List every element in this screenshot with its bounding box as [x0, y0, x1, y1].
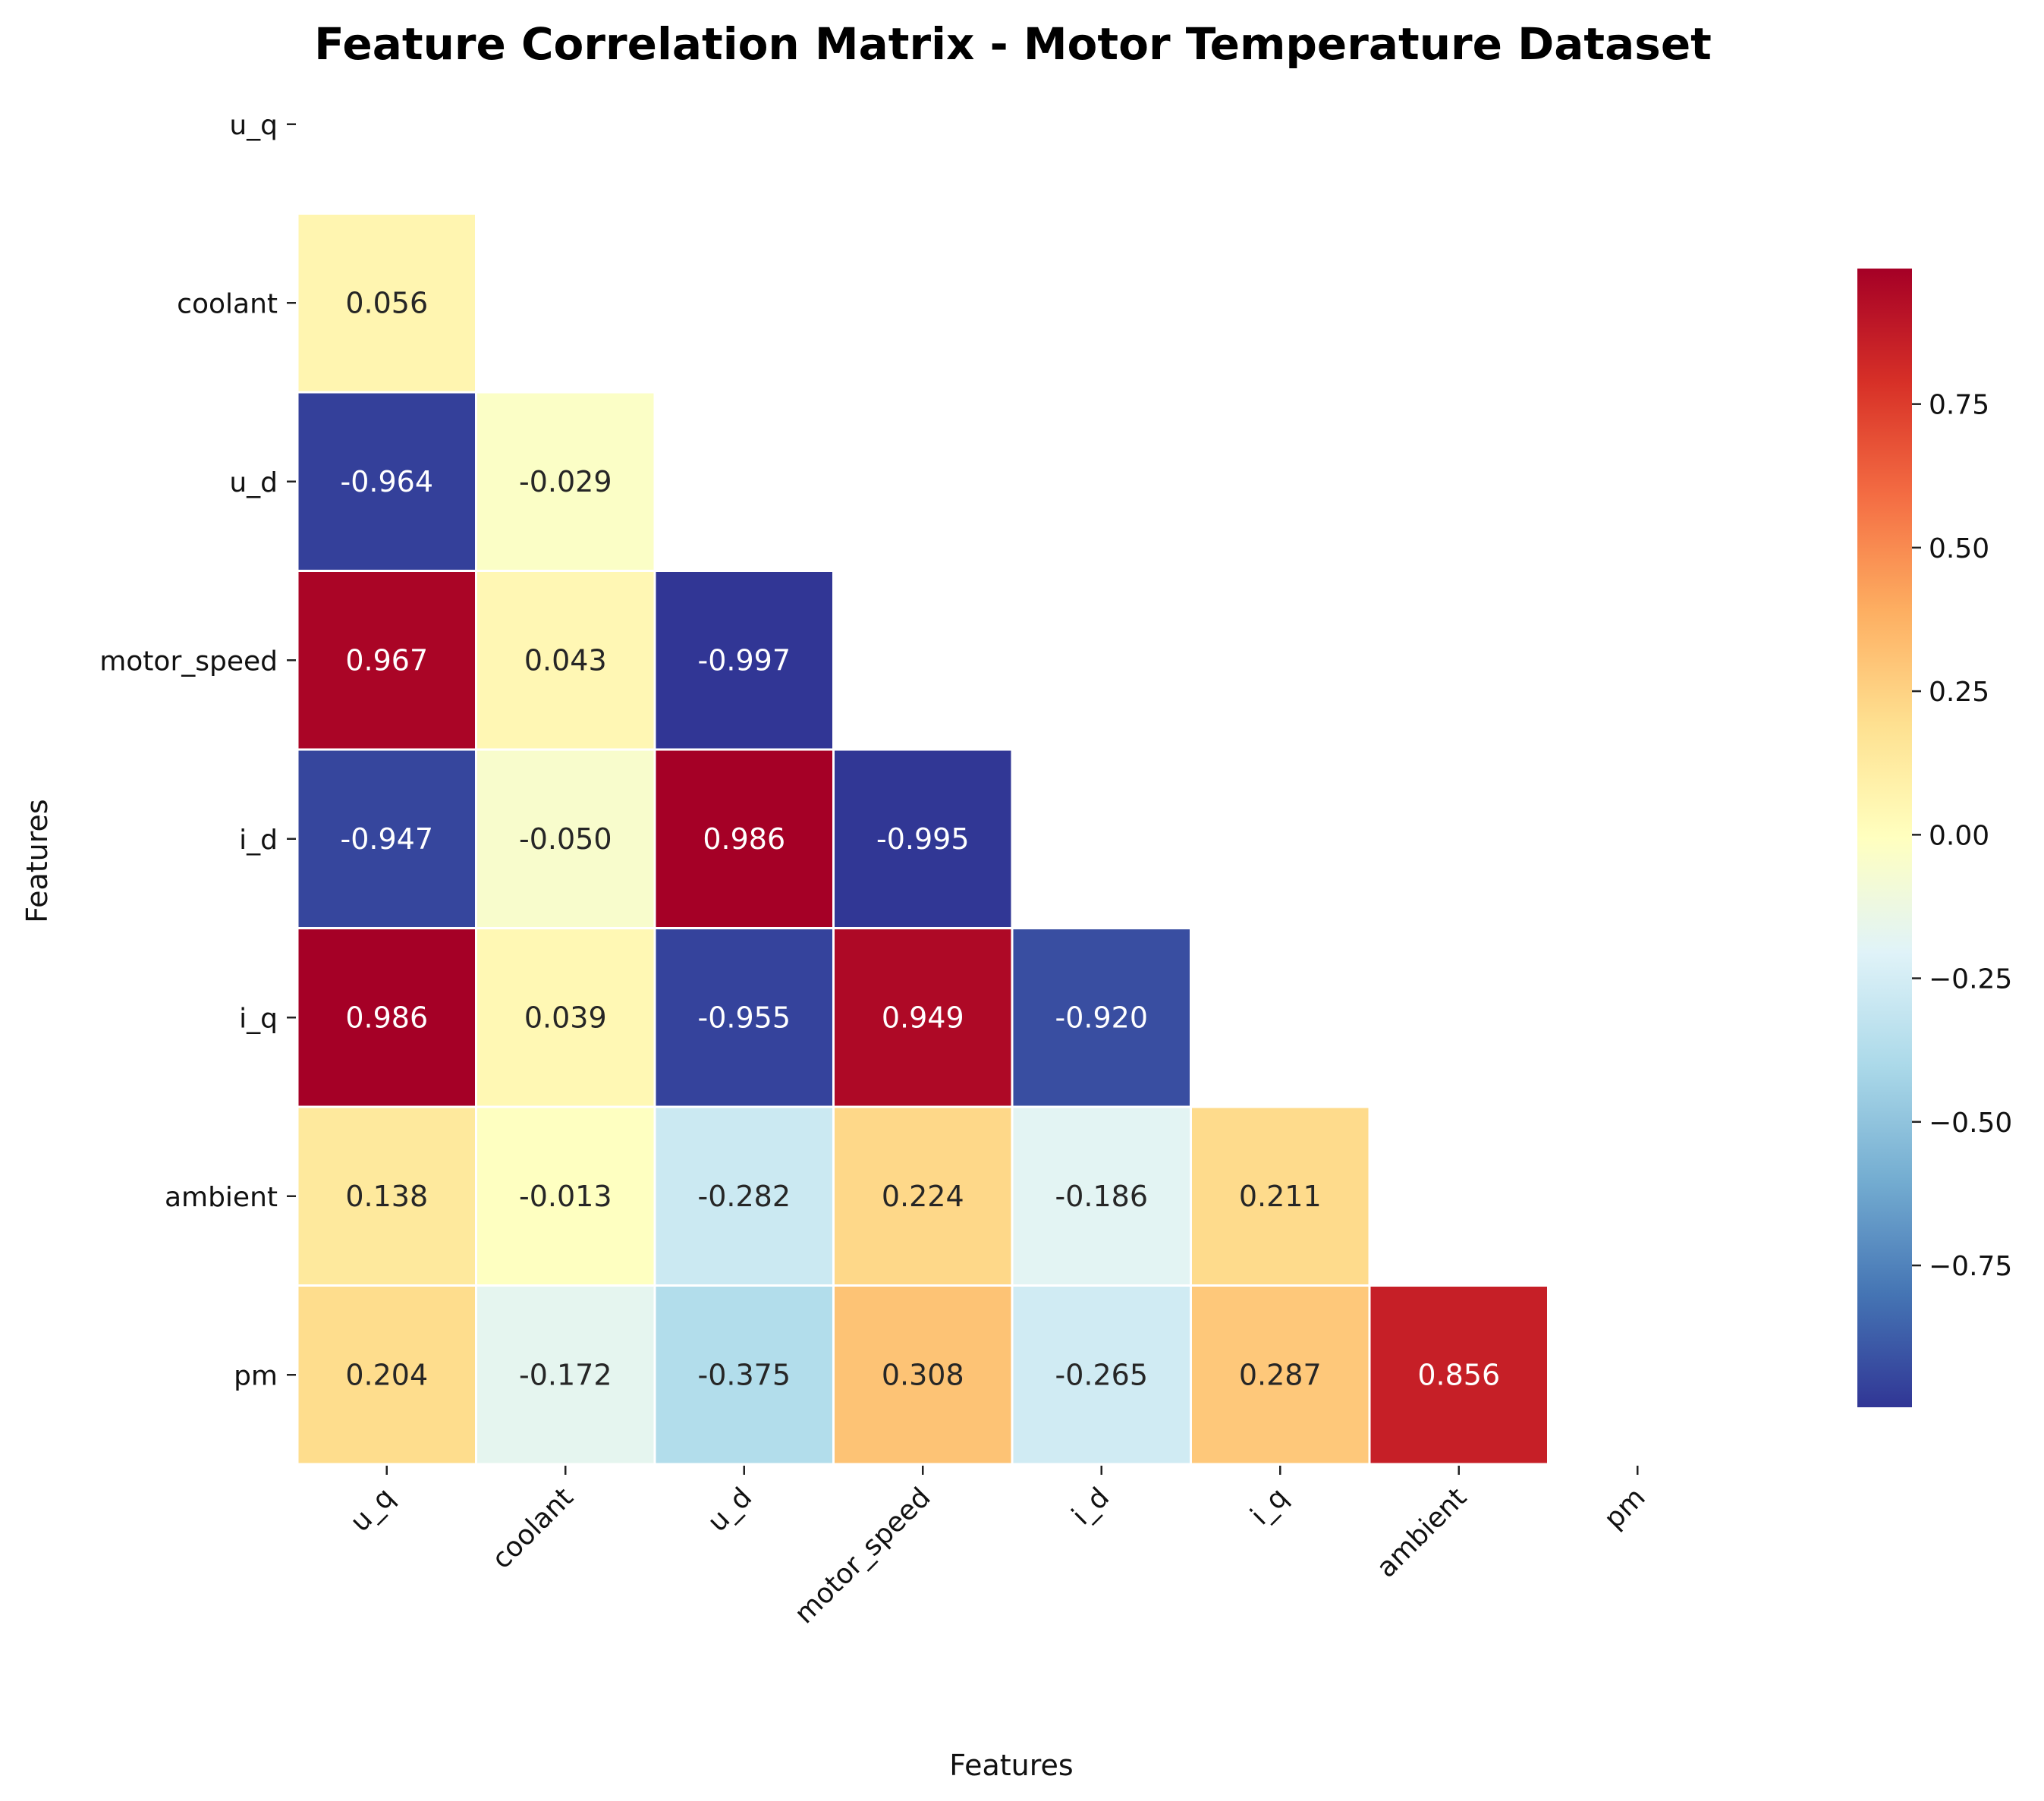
- heatmap-cell: [832, 927, 1014, 1108]
- y-tick-label: ambient: [165, 1182, 278, 1213]
- heatmap-cell: [832, 748, 1014, 929]
- x-tick-label: motor_speed: [789, 1482, 937, 1630]
- cell-value-label: -0.013: [519, 1180, 612, 1213]
- y-axis-label: Features: [20, 799, 54, 923]
- colorbar-tick-label: −0.75: [1929, 1251, 2012, 1282]
- x-tick-label: u_q: [344, 1482, 401, 1538]
- cell-value-label: -0.995: [876, 822, 970, 856]
- y-tick-label: u_q: [229, 110, 278, 141]
- heatmap-cell: [1368, 1284, 1549, 1466]
- x-tick-label: pm: [1599, 1482, 1652, 1535]
- colorbar-tick-label: −0.25: [1929, 964, 2012, 995]
- heatmap-cell: [475, 570, 656, 751]
- heatmap-cell: [832, 1284, 1014, 1466]
- cell-value-label: -0.375: [698, 1358, 791, 1391]
- cell-value-label: 0.224: [882, 1180, 964, 1213]
- y-tick-label: coolant: [177, 288, 278, 319]
- heatmap-cells: 0.056 -0.964 -0.029 0.967 0.043 -0.997 -0.947 -…: [296, 212, 1549, 1466]
- heatmap-cell: [475, 1284, 656, 1466]
- cell-value-label: -0.172: [519, 1358, 612, 1391]
- cell-value-label: -0.265: [1055, 1358, 1149, 1391]
- cell-value-label: 0.204: [345, 1358, 428, 1391]
- cell-value-label: 0.949: [882, 1001, 964, 1034]
- heatmap-cell: [653, 927, 835, 1108]
- x-axis-ticks: u_q coolant u_d motor_speed i_d i_q ambient pm: [344, 1466, 1652, 1630]
- heatmap-cell: [475, 748, 656, 929]
- x-tick-label: coolant: [486, 1482, 580, 1575]
- x-tick-label: ambient: [1371, 1482, 1473, 1583]
- cell-value-label: 0.138: [345, 1180, 428, 1213]
- cell-value-label: -0.947: [341, 822, 434, 856]
- colorbar: 0.75 0.50 0.25 0.00 −0.25 −0.50 −0.75: [1857, 269, 2012, 1407]
- colorbar-tick-label: −0.50: [1929, 1108, 2012, 1139]
- x-tick-label: i_q: [1245, 1482, 1294, 1531]
- cell-value-label: -0.920: [1055, 1001, 1149, 1034]
- x-tick-label: i_d: [1066, 1482, 1115, 1531]
- heatmap-cell: [296, 391, 477, 572]
- y-tick-label: i_d: [239, 825, 278, 856]
- cell-value-label: 0.986: [345, 1001, 428, 1034]
- heatmap-cell: [296, 212, 477, 394]
- cell-value-label: 0.856: [1417, 1358, 1500, 1391]
- heatmap-cell: [296, 1105, 477, 1287]
- cell-value-label: 0.043: [524, 643, 607, 677]
- cell-value-label: 0.211: [1239, 1180, 1322, 1213]
- heatmap-cell: [1190, 1284, 1371, 1466]
- cell-value-label: -0.029: [519, 465, 612, 498]
- heatmap-cell: [475, 391, 656, 572]
- heatmap-cell: [653, 570, 835, 751]
- heatmap-cell: [1011, 1105, 1192, 1287]
- cell-value-label: -0.186: [1055, 1180, 1149, 1213]
- cell-value-label: 0.986: [703, 822, 785, 856]
- colorbar-tick-label: 0.75: [1929, 390, 1989, 421]
- cell-value-label: 0.056: [345, 286, 428, 319]
- cell-value-label: -0.964: [341, 465, 434, 498]
- cell-value-label: -0.282: [698, 1180, 791, 1213]
- y-tick-label: u_d: [229, 467, 278, 498]
- cell-value-label: 0.287: [1239, 1358, 1322, 1391]
- colorbar-tick-label: 0.25: [1929, 677, 1989, 708]
- cell-value-label: -0.997: [698, 643, 791, 677]
- heatmap-cell: [1011, 927, 1192, 1108]
- colorbar-tick-label: 0.50: [1929, 533, 1989, 564]
- heatmap-cell: [475, 927, 656, 1108]
- x-tick-label: u_d: [702, 1482, 758, 1538]
- heatmap-cell: [296, 1284, 477, 1466]
- x-axis-label: Features: [949, 1749, 1073, 1782]
- chart-title: Feature Correlation Matrix - Motor Tempe…: [314, 18, 1712, 70]
- cell-value-label: -0.955: [698, 1001, 791, 1034]
- heatmap-cell: [832, 1105, 1014, 1287]
- cell-value-label: 0.308: [882, 1358, 964, 1391]
- heatmap-cell: [1190, 1105, 1371, 1287]
- cell-value-label: -0.050: [519, 822, 612, 856]
- y-tick-label: pm: [234, 1360, 278, 1391]
- colorbar-tick-label: 0.00: [1929, 820, 1989, 851]
- y-tick-label: i_q: [239, 1003, 278, 1034]
- y-tick-label: motor_speed: [99, 646, 278, 677]
- heatmap-cell: [653, 1105, 835, 1287]
- heatmap-cell: [296, 570, 477, 751]
- cell-value-label: 0.967: [345, 643, 428, 677]
- cell-value-label: 0.039: [524, 1001, 607, 1034]
- colorbar-gradient: [1857, 269, 1912, 1407]
- heatmap-cell: [475, 1105, 656, 1287]
